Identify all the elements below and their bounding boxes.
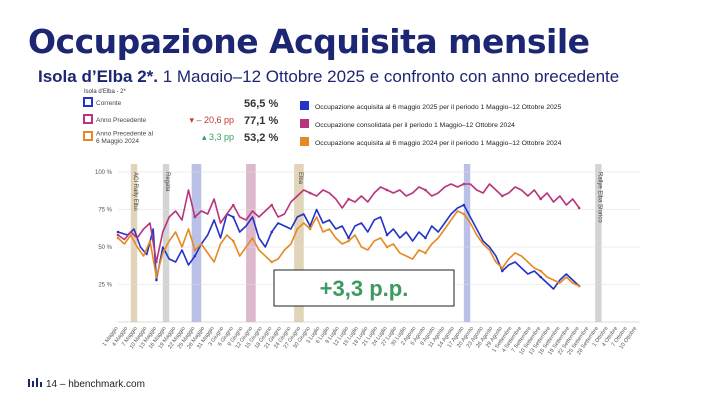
series-point — [308, 227, 312, 231]
legend-swatch — [300, 137, 309, 146]
legend-swatch — [83, 114, 93, 124]
chart-title: Isola d'Elba - 2* — [84, 89, 127, 95]
callout-box — [273, 269, 455, 307]
footer-text: 14 – hbenchmark.com — [46, 379, 145, 391]
series-point — [231, 203, 235, 207]
series-point — [385, 233, 389, 237]
series-point — [424, 236, 427, 240]
event-band — [191, 164, 202, 322]
series-point — [231, 239, 235, 243]
series-point — [116, 236, 120, 240]
legend-label: Corrente — [96, 100, 122, 107]
series-point — [500, 194, 504, 198]
legend-delta: ▴ 3,3 pp — [202, 132, 234, 142]
series-point — [270, 203, 274, 207]
y-tick-label: 75 % — [98, 208, 112, 214]
series-point — [155, 275, 158, 279]
series-point — [270, 260, 274, 264]
subtitle-bold: Isola d’Elba 2*, — [38, 67, 158, 86]
series-point — [500, 266, 504, 270]
series-point — [577, 284, 581, 288]
event-label: ACI Rally Elba — [132, 172, 138, 211]
hbenchmark-logo-icon — [28, 378, 42, 391]
series-point — [424, 251, 427, 255]
legend-entry: Occupazione acquisita al 6 maggio 2025 p… — [315, 104, 562, 111]
legend-delta: ▾ – 20,6 pp — [189, 115, 234, 125]
chart-grid: 25 % 50 % 75 % 100 % — [95, 170, 640, 323]
event-band — [595, 164, 602, 322]
legend-swatch — [83, 131, 93, 141]
chart-panel: Isola d'Elba - 2* Corrente 56,5 % Anno Pre… — [78, 82, 644, 372]
event-band — [463, 164, 471, 322]
series-point — [385, 245, 389, 249]
series-point — [500, 269, 504, 273]
y-tick-label: 100 % — [95, 170, 113, 176]
legend-swatch — [83, 97, 93, 107]
y-tick-label: 25 % — [98, 283, 112, 289]
series-point — [539, 275, 543, 279]
legend-entry: Occupazione acquisita al 6 maggio 2024 p… — [315, 140, 562, 147]
legend-left: Corrente 56,5 % Anno Precedente ▾ – 20,6 pp… — [83, 97, 278, 146]
series-point — [424, 188, 427, 192]
event-label: Rallye Elba Storico — [596, 172, 602, 223]
series-point — [385, 188, 389, 192]
y-tick-label: 50 % — [98, 245, 112, 251]
event-label: Regata — [164, 172, 170, 192]
series-point — [193, 254, 197, 258]
series-point — [462, 212, 466, 216]
series-point — [193, 215, 197, 219]
legend-swatch — [300, 101, 309, 110]
series-point — [116, 230, 120, 234]
series-point — [462, 203, 466, 207]
series-point — [270, 230, 274, 234]
series-point — [308, 191, 312, 195]
series-point — [231, 215, 235, 219]
legend-label: Anno Precedente al 6 Maggio 2024 — [96, 131, 154, 146]
occupancy-chart: Isola d'Elba - 2* Corrente 56,5 % Anno Pre… — [78, 82, 644, 372]
chart-series — [116, 182, 581, 290]
series-point — [116, 233, 120, 237]
event-band — [246, 164, 256, 322]
callout-label: +3,3 p.p. — [320, 276, 409, 301]
subtitle-rest: 1 Maggio–12 Ottobre 2025 e confronto con… — [158, 67, 620, 86]
legend-value: 56,5 % — [244, 98, 278, 110]
legend-value: 53,2 % — [244, 132, 278, 144]
footer: 14 – hbenchmark.com — [28, 378, 145, 391]
series-point — [347, 236, 350, 240]
page-subtitle: Isola d’Elba 2*, 1 Maggio–12 Ottobre 202… — [38, 67, 619, 87]
series-point — [539, 197, 543, 201]
series-point — [155, 260, 158, 264]
legend-entry: Occupazione consolidata per il periodo 1… — [315, 122, 515, 129]
legend-right: Occupazione acquisita al 6 maggio 2025 p… — [300, 101, 562, 147]
series-point — [347, 239, 350, 243]
event-band — [294, 164, 304, 322]
series-point — [155, 278, 158, 282]
series-point — [577, 206, 581, 210]
series-point — [193, 248, 197, 252]
legend-value: 77,1 % — [244, 115, 278, 127]
page-title: Occupazione Acquisita mensile — [28, 22, 590, 61]
legend-label: Anno Precedente — [96, 117, 147, 124]
series-point — [347, 197, 350, 201]
event-label: Elba — [297, 172, 303, 185]
series-point — [462, 182, 466, 186]
event-band — [130, 164, 138, 322]
event-band — [162, 164, 170, 322]
legend-swatch — [300, 119, 309, 128]
event-bands: ACI Rally Elba Regata Elba Rallye Elba Stor… — [130, 164, 602, 322]
series-point — [539, 269, 543, 273]
